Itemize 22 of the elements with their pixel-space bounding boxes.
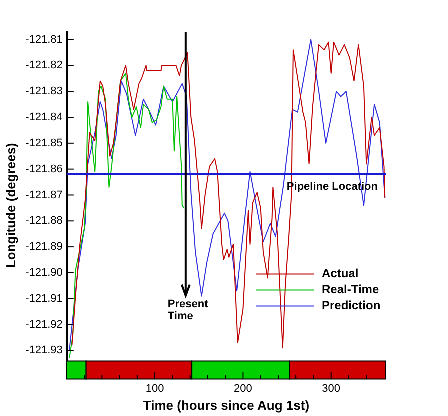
- x-tick-label: 100: [146, 382, 164, 395]
- y-tick-label: -121.86: [26, 163, 63, 176]
- y-tick-label: -121.81: [26, 34, 63, 46]
- y-tick-label: -121.85: [26, 137, 63, 150]
- y-tick-label: -121.87: [26, 189, 63, 202]
- ref-line-label: Present Time: [168, 298, 209, 322]
- legend-label: Real-Time: [322, 282, 380, 297]
- x-tick-label: 300: [322, 382, 341, 395]
- y-tick-label: -121.89: [26, 241, 63, 254]
- y-tick-label: -121.91: [26, 292, 63, 305]
- x-tick-label: 200: [234, 382, 252, 395]
- x-axis-title: Time (hours since Aug 1st): [143, 398, 310, 413]
- y-tick-label: -121.88: [26, 215, 63, 228]
- y-tick-label: -121.90: [26, 267, 63, 279]
- legend-label: Prediction: [322, 298, 381, 313]
- y-tick-label: -121.82: [26, 60, 63, 72]
- y-axis-title: Longitude (degrees): [3, 143, 18, 268]
- y-tick-label: -121.83: [26, 86, 63, 98]
- y-tick-label: -121.93: [26, 344, 63, 357]
- y-tick-label: -121.92: [26, 318, 63, 331]
- legend-label: Actual: [322, 266, 359, 281]
- y-tick-label: -121.84: [26, 112, 63, 124]
